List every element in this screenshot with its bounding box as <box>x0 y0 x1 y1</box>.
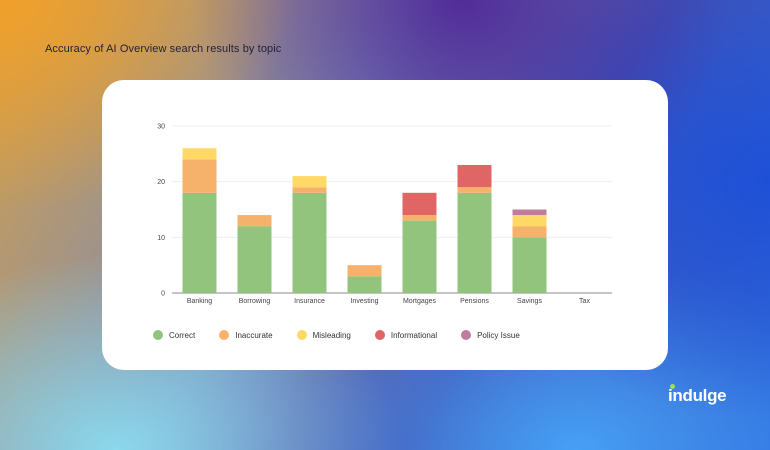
bar-segment-inaccurate <box>512 226 547 238</box>
legend-label: Misleading <box>312 330 351 340</box>
y-tick-label: 20 <box>157 179 165 186</box>
x-tick-label: Savings <box>517 298 542 305</box>
x-tick-label: Tax <box>579 298 590 305</box>
bar-segment-informational <box>457 164 492 188</box>
legend-item: Policy Issue <box>461 330 520 340</box>
legend-item: Informational <box>374 330 438 340</box>
legend-swatch <box>296 330 307 340</box>
x-tick-label: Insurance <box>294 298 325 305</box>
x-tick-label: Banking <box>187 298 212 305</box>
legend-swatch <box>461 330 472 340</box>
x-tick-label: Pensions <box>460 298 489 305</box>
chart-card: 0 10 20 30 Banking Borrowing Insurance Investin… <box>102 80 668 370</box>
bar-segment-inaccurate <box>347 265 382 277</box>
bar-segment-correct <box>457 192 492 293</box>
logo-accent-dot <box>670 384 675 389</box>
x-tick-label: Mortgages <box>403 298 437 305</box>
bar-segment-inaccurate <box>182 159 217 193</box>
bar-segment-correct <box>402 220 437 293</box>
bar-segment-policy-issue <box>512 209 547 216</box>
page-title: Accuracy of AI Overview search results b… <box>45 43 282 55</box>
bar-segment-correct <box>347 276 382 293</box>
legend-item: Correct <box>153 330 195 340</box>
bar-segment-informational <box>402 192 437 216</box>
bar-segment-correct <box>182 192 217 293</box>
y-tick-label: 30 <box>157 124 165 131</box>
bar-segment-inaccurate <box>237 215 272 227</box>
bar-segment-correct <box>292 192 327 293</box>
legend-label: Inaccurate <box>235 330 273 340</box>
bar-segment-inaccurate <box>292 187 327 193</box>
logo-text: indulge <box>668 386 727 405</box>
legend-item: Inaccurate <box>219 330 273 340</box>
bar-segment-correct <box>237 226 272 293</box>
legend-item: Misleading <box>296 330 351 340</box>
y-tick-label: 10 <box>157 235 165 242</box>
chart-legend: Correct Inaccurate Misleading Informational… <box>153 330 520 340</box>
bar-segment-misleading <box>182 148 217 160</box>
bar-segment-misleading <box>292 176 327 188</box>
bar-segment-misleading <box>512 215 547 227</box>
legend-swatch <box>153 330 163 340</box>
y-tick-label: 0 <box>161 291 165 298</box>
legend-label: Correct <box>169 330 196 340</box>
x-tick-label: Borrowing <box>239 298 271 305</box>
legend-label: Policy Issue <box>477 330 520 340</box>
x-tick-label: Investing <box>350 298 378 305</box>
stacked-bar-chart: 0 10 20 30 Banking Borrowing Insurance Investin… <box>157 124 612 305</box>
legend-label: Informational <box>390 330 438 340</box>
legend-swatch <box>219 330 230 340</box>
bar-segment-inaccurate <box>457 187 492 193</box>
legend-swatch <box>374 330 385 340</box>
bar-segment-inaccurate <box>402 215 437 221</box>
bar-segment-correct <box>512 237 547 293</box>
indulge-logo: indulge <box>668 384 727 406</box>
